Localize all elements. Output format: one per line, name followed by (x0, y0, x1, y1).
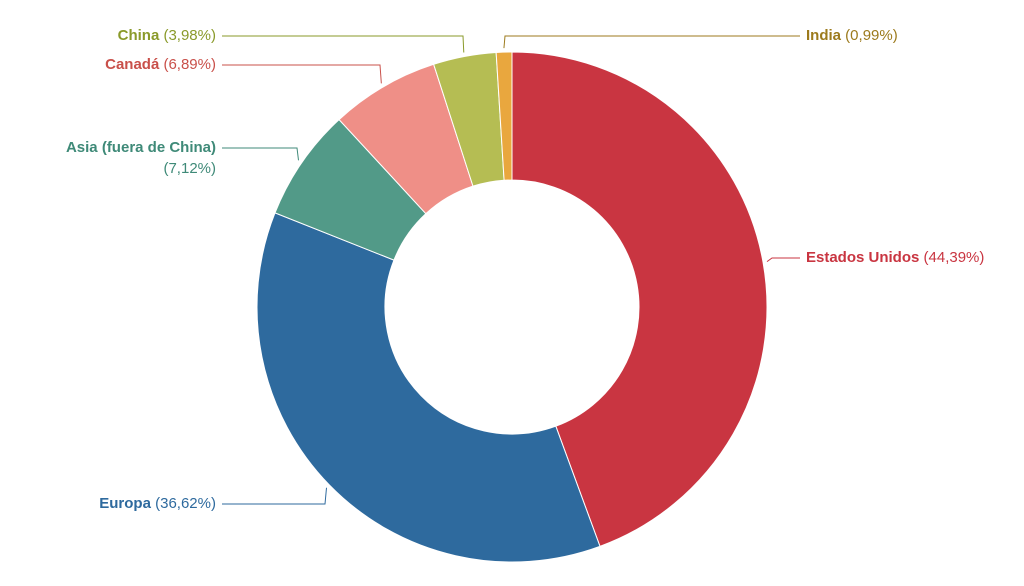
slice-label: Asia (fuera de China) (66, 139, 216, 156)
leader-line (766, 257, 800, 263)
value-label: (36,62%) (151, 495, 216, 512)
value-label: (6,89%) (159, 56, 216, 73)
value-label: (44,39%) (919, 249, 984, 266)
leader-line (222, 35, 465, 53)
label-name: Europa (99, 495, 151, 512)
slice-label: Europa (36,62%) (99, 495, 216, 512)
label-name: China (118, 27, 160, 44)
label-name: Estados Unidos (806, 249, 919, 266)
slice-label: Canadá (6,89%) (105, 56, 216, 73)
slice (256, 212, 601, 563)
value-label: (0,99%) (841, 27, 898, 44)
slice (511, 51, 768, 547)
value-label: (3,98%) (159, 27, 216, 44)
value-label: (7,12%) (163, 160, 216, 177)
slice-label: Estados Unidos (44,39%) (806, 249, 984, 266)
slice (495, 51, 513, 181)
leader-line (222, 487, 327, 505)
slice-label: India (0,99%) (806, 27, 898, 44)
leader-line (222, 64, 382, 84)
leader-line (222, 147, 300, 161)
label-name: Canadá (105, 56, 160, 73)
leader-line (503, 35, 800, 49)
label-name: India (806, 27, 842, 44)
label-name: Asia (fuera de China) (66, 139, 216, 156)
slice-label: China (3,98%) (118, 27, 216, 44)
